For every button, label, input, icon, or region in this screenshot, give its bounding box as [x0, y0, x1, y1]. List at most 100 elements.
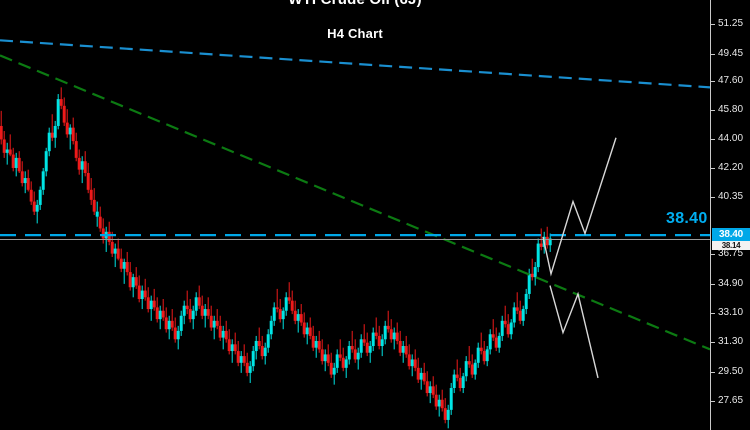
candle-body — [233, 344, 237, 352]
candle-body — [455, 374, 459, 378]
axis-label: 27.65 — [718, 395, 744, 406]
candle-body — [545, 236, 549, 246]
candle-body — [20, 171, 24, 184]
candle-body — [35, 204, 39, 212]
candle-body — [317, 340, 321, 350]
candle-body — [347, 346, 351, 360]
candle-body — [50, 132, 54, 138]
axis-tick — [711, 139, 715, 140]
candle-body — [335, 354, 339, 368]
candle-body — [149, 300, 153, 310]
candle-body — [350, 346, 354, 350]
candle-body — [182, 305, 186, 316]
candle-body — [95, 211, 99, 217]
candle-body — [377, 335, 381, 347]
axis-tick — [711, 401, 715, 402]
axis-tick — [711, 81, 715, 82]
candle-body — [242, 356, 246, 363]
candle-body — [245, 362, 249, 373]
candle-body — [302, 322, 306, 335]
candle-body — [290, 300, 294, 311]
axis-label: 47.60 — [718, 75, 744, 86]
candle-body — [140, 290, 144, 299]
candle-body — [113, 248, 117, 254]
candle-body — [308, 327, 312, 336]
candle-body — [59, 99, 63, 106]
candle-body — [413, 359, 417, 368]
axis-label: 36.75 — [718, 248, 744, 259]
current-price-subtag: 38.14 — [712, 241, 750, 250]
candle-body — [77, 157, 81, 170]
candle-body — [161, 310, 165, 318]
candle-body — [497, 335, 501, 348]
axis-tick — [711, 284, 715, 285]
candle-body — [119, 258, 123, 269]
candle-body — [437, 399, 441, 407]
candle-body — [269, 320, 273, 335]
candle-body — [503, 320, 507, 325]
candle-body — [500, 320, 504, 336]
axis-label: 40.35 — [718, 191, 744, 202]
candle-body — [170, 320, 174, 328]
candle-body — [110, 241, 114, 254]
candle-body — [371, 332, 375, 347]
overlay-lines — [0, 39, 710, 379]
candle-body — [482, 351, 486, 362]
candle-body — [536, 243, 540, 268]
candle-body — [320, 349, 324, 362]
candle-body — [122, 262, 126, 269]
candle-body — [464, 361, 468, 377]
candle-body — [275, 307, 279, 310]
axis-tick — [711, 372, 715, 373]
candle-body — [509, 322, 513, 335]
candle-body — [197, 297, 201, 306]
candle-body — [26, 178, 30, 190]
candle-body — [383, 325, 387, 340]
candle-body — [539, 243, 543, 247]
price-axis[interactable]: 51.25 49.45 47.60 45.80 44.00 42.20 40.35 36.75… — [710, 0, 750, 430]
axis-label: 31.30 — [718, 336, 744, 347]
candle-body — [152, 300, 156, 308]
candle-body — [92, 199, 96, 212]
candle-body — [62, 105, 66, 123]
candle-body — [98, 216, 102, 229]
candle-body — [212, 320, 216, 328]
candle-body — [125, 262, 129, 273]
candle-body — [143, 290, 147, 298]
key-level-annotation: 38.40 — [666, 210, 708, 227]
candle-body — [134, 277, 138, 286]
axis-label: 49.45 — [718, 48, 744, 59]
candle-body — [449, 388, 453, 410]
candle-body — [188, 309, 192, 320]
candle-body — [425, 381, 429, 394]
candle-body — [185, 305, 189, 310]
axis-tick — [711, 110, 715, 111]
candle-body — [155, 307, 159, 320]
axis-label: 44.00 — [718, 133, 744, 144]
current-price-tag: 38.40 — [712, 228, 750, 241]
candle-body — [47, 132, 51, 152]
candle-body — [428, 386, 432, 394]
candle-body — [260, 346, 264, 357]
candle-body — [491, 334, 495, 338]
candle-body — [272, 307, 276, 321]
candle-body — [236, 351, 240, 363]
axis-label: 33.10 — [718, 307, 744, 318]
candle-body — [56, 99, 60, 126]
candle-body — [305, 327, 309, 335]
candle-body — [278, 309, 282, 320]
page-title: WTI Crude Oil (6J) — [0, 0, 710, 8]
candle-body — [128, 272, 132, 288]
candle-body — [422, 372, 426, 382]
candle-body — [512, 307, 516, 323]
candle-body — [446, 409, 450, 420]
candle-body — [164, 317, 168, 330]
candle-body — [296, 314, 300, 321]
candle-body — [227, 339, 231, 352]
candle-body — [524, 293, 528, 310]
candle-body — [416, 367, 420, 380]
candle-body — [368, 346, 372, 353]
candle-body — [440, 399, 444, 409]
axis-label: 34.90 — [718, 278, 744, 289]
chart-plot-area — [0, 39, 710, 429]
